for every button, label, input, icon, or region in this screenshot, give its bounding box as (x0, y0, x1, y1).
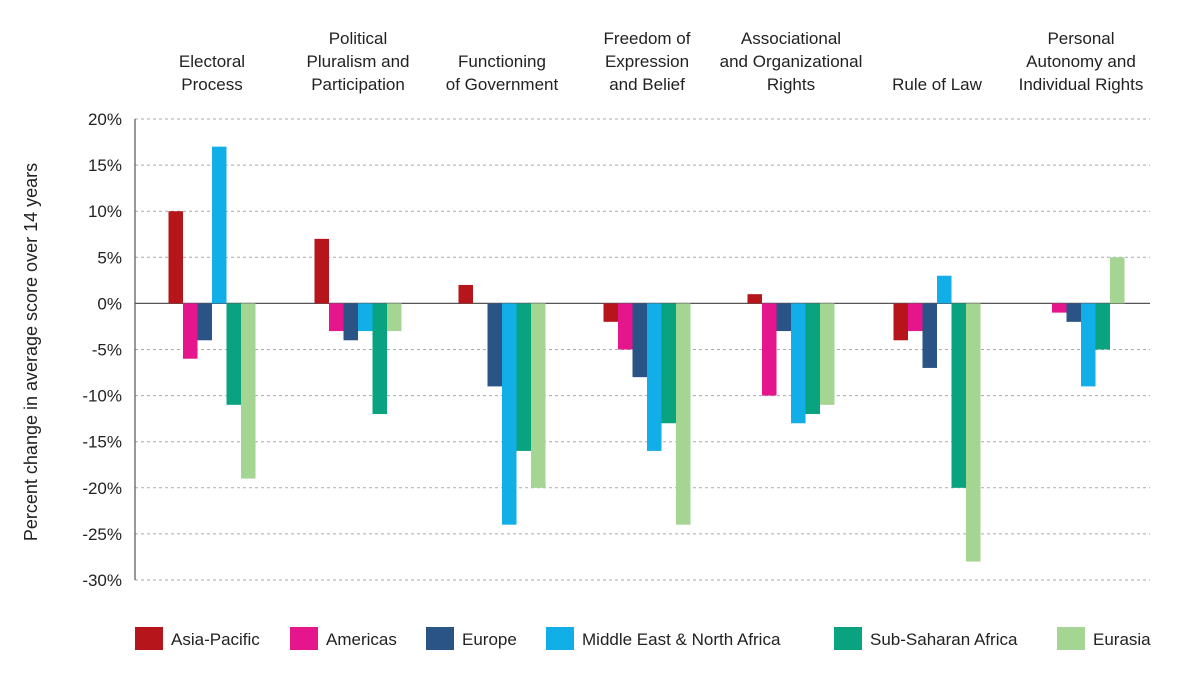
category-label: Rule of Law (892, 75, 982, 94)
bar-europe-2 (487, 303, 502, 387)
bar-middle-east-north-africa-0 (212, 146, 227, 304)
y-tick-label: 15% (88, 156, 122, 175)
bar-asia-pacific-0 (168, 211, 183, 304)
y-tick-label: 5% (97, 248, 122, 267)
bar-middle-east-north-africa-1 (358, 303, 373, 332)
legend-label: Asia-Pacific (171, 630, 260, 649)
y-tick-label: 20% (88, 110, 122, 129)
bar-americas-1 (329, 303, 344, 332)
bar-asia-pacific-4 (747, 294, 762, 304)
bar-eurasia-5 (966, 303, 981, 562)
legend-swatch (426, 627, 454, 650)
category-label: Personal Autonomy and Individual Rights (1019, 29, 1144, 94)
bar-asia-pacific-1 (314, 238, 329, 304)
bar-europe-1 (343, 303, 358, 341)
y-tick-label: -5% (92, 341, 122, 360)
bar-sub-saharan-africa-2 (516, 303, 531, 451)
legend-label: Europe (462, 630, 517, 649)
legend-label: Eurasia (1093, 630, 1151, 649)
bar-middle-east-north-africa-5 (937, 275, 952, 304)
bar-europe-6 (1066, 303, 1081, 322)
bar-asia-pacific-3 (603, 303, 618, 322)
y-tick-label: -10% (82, 387, 122, 406)
bar-sub-saharan-africa-1 (372, 303, 387, 415)
legend-label: Middle East & North Africa (582, 630, 781, 649)
bars (168, 146, 1125, 562)
bar-eurasia-6 (1110, 257, 1125, 304)
bar-middle-east-north-africa-2 (502, 303, 517, 525)
bar-americas-0 (183, 303, 198, 359)
bar-americas-3 (618, 303, 633, 350)
bar-asia-pacific-5 (893, 303, 908, 341)
bar-sub-saharan-africa-4 (805, 303, 820, 415)
bar-americas-4 (762, 303, 777, 396)
gridlines (135, 118, 1150, 581)
y-tick-label: -15% (82, 433, 122, 452)
y-tick-label: -20% (82, 479, 122, 498)
bar-middle-east-north-africa-4 (791, 303, 806, 424)
bar-europe-4 (776, 303, 791, 332)
bar-europe-5 (922, 303, 937, 368)
bar-europe-3 (632, 303, 647, 378)
category-label: Political Pluralism and Participation (307, 29, 410, 94)
legend-swatch (1057, 627, 1085, 650)
bar-middle-east-north-africa-6 (1081, 303, 1096, 387)
y-tick-label: 10% (88, 202, 122, 221)
bar-sub-saharan-africa-3 (661, 303, 676, 424)
legend-swatch (290, 627, 318, 650)
category-label: Freedom of Expression and Belief (604, 29, 691, 94)
category-label: Associational and Organizational Rights (720, 29, 863, 94)
y-tick-label: 0% (97, 294, 122, 313)
bar-eurasia-4 (820, 303, 835, 405)
legend-swatch (546, 627, 574, 650)
category-label: Electoral Process (179, 52, 245, 94)
legend-label: Americas (326, 630, 397, 649)
y-tick-label: -25% (82, 525, 122, 544)
bar-asia-pacific-2 (458, 284, 473, 304)
bar-sub-saharan-africa-6 (1095, 303, 1110, 350)
bar-eurasia-1 (387, 303, 402, 332)
legend-swatch (135, 627, 163, 650)
y-tick-label: -30% (82, 571, 122, 590)
legend-label: Sub-Saharan Africa (870, 630, 1018, 649)
y-axis: 20% 15% 10% 5% 0% -5% -10% -15% -20% -25% -30% (82, 110, 136, 590)
category-labels: Electoral Process Political Pluralism and Pa… (179, 29, 1143, 94)
bar-eurasia-3 (676, 303, 691, 525)
bar-sub-saharan-africa-5 (951, 303, 966, 488)
category-label: Functioning of Government (446, 52, 559, 94)
bar-europe-0 (197, 303, 212, 341)
legend-swatch (834, 627, 862, 650)
legend: Asia-Pacific Americas Europe Middle East & … (135, 627, 1151, 650)
y-axis-label: Percent change in average score over 14 … (21, 163, 41, 541)
bar-americas-6 (1052, 303, 1067, 313)
bar-eurasia-2 (531, 303, 546, 488)
bar-middle-east-north-africa-3 (647, 303, 662, 451)
bar-sub-saharan-africa-0 (226, 303, 241, 405)
bar-americas-5 (908, 303, 923, 332)
bar-eurasia-0 (241, 303, 256, 479)
